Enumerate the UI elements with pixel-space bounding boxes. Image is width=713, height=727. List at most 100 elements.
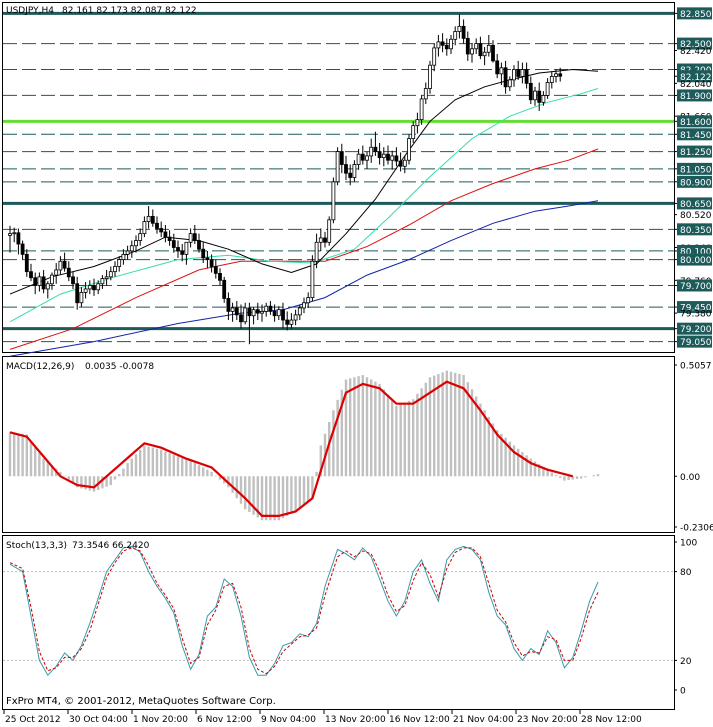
macd-bar bbox=[319, 445, 322, 477]
moving-averages bbox=[9, 68, 599, 357]
macd-bar bbox=[25, 434, 28, 477]
candle-body bbox=[75, 283, 80, 304]
candle-body bbox=[201, 248, 206, 259]
price-label-box bbox=[677, 7, 712, 20]
macd-bar bbox=[332, 410, 335, 477]
macd-bar bbox=[113, 476, 117, 480]
candle-body bbox=[558, 73, 563, 77]
macd-bar bbox=[315, 471, 318, 477]
candle-body bbox=[402, 159, 407, 167]
candle-body bbox=[58, 260, 63, 271]
macd-bar bbox=[596, 474, 600, 477]
candle-body bbox=[71, 276, 75, 285]
macd-bar bbox=[80, 476, 83, 489]
candle-body bbox=[423, 88, 428, 100]
price-label-box bbox=[677, 279, 712, 292]
macd-bar bbox=[462, 375, 465, 477]
macd-bar bbox=[500, 433, 503, 477]
candle-body bbox=[503, 67, 508, 88]
macd-bar bbox=[357, 376, 360, 477]
candle-body bbox=[222, 279, 227, 299]
macd-bar bbox=[76, 476, 79, 488]
macd-bar bbox=[130, 458, 133, 477]
time-axis-label: 9 Nov 04:00 bbox=[261, 715, 316, 725]
stoch-title: Stoch(13,3,3) bbox=[6, 541, 67, 551]
candle-body bbox=[398, 160, 403, 167]
stoch-signal-line bbox=[9, 547, 599, 675]
candle-body bbox=[541, 95, 546, 103]
macd-bar bbox=[147, 446, 150, 477]
macd-signal-line bbox=[9, 380, 574, 517]
macd-bar bbox=[483, 410, 486, 477]
price-label-box bbox=[677, 37, 712, 50]
price-label-box bbox=[677, 322, 712, 335]
time-axis-label: 21 Nov 04:00 bbox=[453, 715, 514, 725]
candle-body bbox=[264, 305, 269, 312]
macd-bar bbox=[424, 382, 427, 477]
macd-bar bbox=[168, 453, 171, 477]
candle-body bbox=[377, 151, 382, 159]
price-label: 79.700 bbox=[680, 282, 712, 292]
candle-body bbox=[12, 232, 17, 235]
macd-bar bbox=[298, 476, 301, 509]
price-levels bbox=[3, 11, 674, 343]
candle-body bbox=[150, 215, 155, 224]
price-label-box bbox=[677, 128, 712, 141]
macd-bar bbox=[517, 448, 520, 477]
price-label-box bbox=[677, 115, 712, 128]
candle-body bbox=[432, 47, 437, 66]
price-label: 80.900 bbox=[680, 178, 712, 188]
macd-bar bbox=[567, 476, 570, 481]
stoch-axis-label: 100 bbox=[680, 539, 697, 549]
candle-body bbox=[537, 90, 542, 103]
candle-body bbox=[230, 307, 235, 312]
candle-body bbox=[390, 155, 395, 161]
macd-bar bbox=[374, 381, 377, 477]
macd-bar bbox=[571, 476, 574, 480]
macd-bar bbox=[109, 476, 112, 486]
candle-body bbox=[486, 44, 491, 53]
macd-bar bbox=[101, 476, 104, 489]
moving-average-aqua bbox=[9, 88, 599, 323]
candle-body bbox=[192, 233, 197, 241]
macd-bar bbox=[59, 471, 62, 477]
macd-bar bbox=[508, 441, 511, 477]
macd-bar bbox=[386, 394, 390, 477]
macd-bar bbox=[244, 476, 247, 510]
candle-body bbox=[465, 38, 470, 55]
price-label: 80.100 bbox=[680, 247, 712, 257]
candle-body bbox=[171, 240, 176, 248]
candle-body bbox=[470, 48, 474, 55]
candle-body bbox=[272, 310, 277, 317]
price-label-box bbox=[677, 162, 712, 175]
candle-body bbox=[167, 236, 172, 241]
macd-bar bbox=[143, 445, 146, 477]
macd-bar bbox=[218, 476, 222, 480]
candle-body bbox=[516, 69, 521, 77]
macd-bar bbox=[407, 400, 411, 477]
macd-bar bbox=[134, 454, 138, 477]
candle-body bbox=[281, 309, 285, 321]
candle-body bbox=[234, 307, 239, 316]
candle-body bbox=[512, 69, 516, 81]
macd-bar bbox=[210, 471, 213, 477]
candle-body bbox=[449, 38, 453, 50]
macd-bar bbox=[160, 449, 163, 477]
macd-bar bbox=[273, 476, 276, 521]
price-label: 81.250 bbox=[680, 148, 712, 158]
stoch-main-line bbox=[9, 545, 599, 677]
price-label-box bbox=[677, 197, 712, 210]
macd-bar bbox=[479, 403, 482, 477]
moving-average-blue bbox=[9, 200, 599, 357]
macd-bar bbox=[437, 373, 440, 477]
candle-body bbox=[457, 25, 462, 32]
candle-body bbox=[478, 43, 483, 57]
candle-body bbox=[554, 73, 558, 77]
macd-bar bbox=[34, 446, 37, 477]
candle-body bbox=[461, 25, 466, 39]
candle-body bbox=[142, 221, 147, 235]
macd-bar bbox=[559, 476, 562, 478]
candle-body bbox=[491, 44, 495, 62]
candle-body bbox=[276, 309, 281, 317]
time-axis-label: 25 Oct 2012 bbox=[5, 715, 61, 725]
